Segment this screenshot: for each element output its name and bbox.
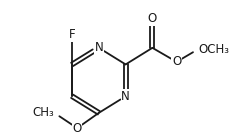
Text: O: O xyxy=(172,55,181,68)
Text: N: N xyxy=(121,90,130,103)
Text: O: O xyxy=(72,122,82,135)
Text: F: F xyxy=(69,28,75,41)
Text: OCH₃: OCH₃ xyxy=(198,43,229,56)
Text: N: N xyxy=(94,41,103,54)
Text: O: O xyxy=(148,12,157,25)
Text: CH₃: CH₃ xyxy=(32,106,54,119)
